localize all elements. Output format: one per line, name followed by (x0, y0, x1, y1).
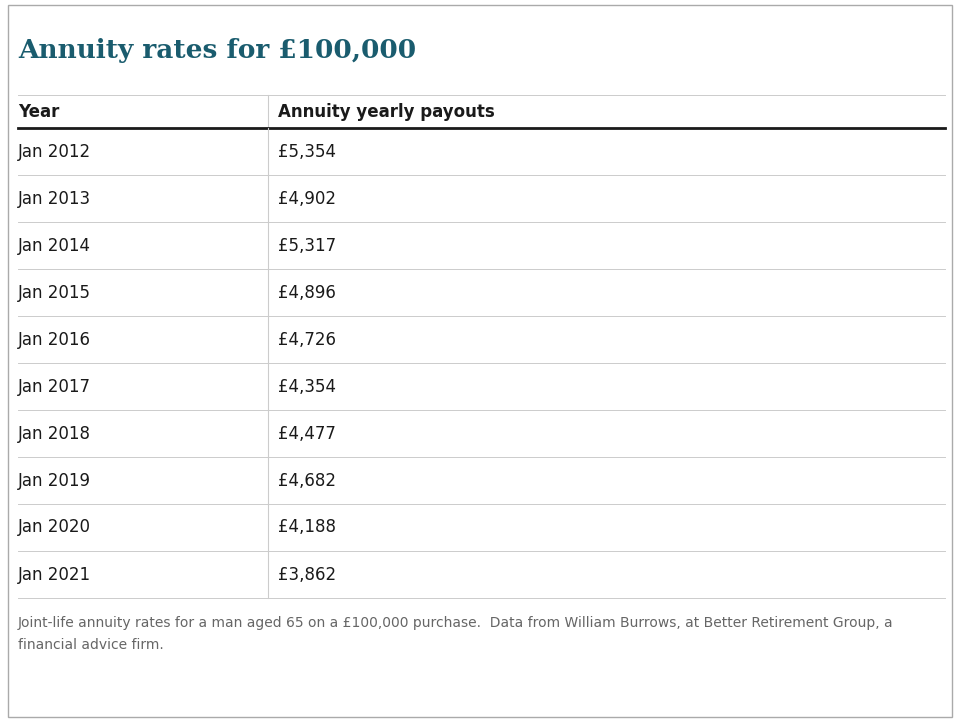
Text: Jan 2015: Jan 2015 (18, 283, 91, 302)
Text: Jan 2021: Jan 2021 (18, 566, 91, 584)
Text: Jan 2013: Jan 2013 (18, 189, 91, 207)
Text: Jan 2014: Jan 2014 (18, 236, 91, 254)
Text: Year: Year (18, 102, 60, 120)
Text: Jan 2016: Jan 2016 (18, 331, 91, 349)
Text: £4,896: £4,896 (278, 283, 336, 302)
Text: Annuity yearly payouts: Annuity yearly payouts (278, 102, 494, 120)
Text: £3,862: £3,862 (278, 566, 336, 584)
Text: Joint-life annuity rates for a man aged 65 on a £100,000 purchase.  Data from Wi: Joint-life annuity rates for a man aged … (18, 616, 894, 630)
Text: Jan 2019: Jan 2019 (18, 471, 91, 489)
Text: Jan 2012: Jan 2012 (18, 143, 91, 160)
Text: £4,726: £4,726 (278, 331, 336, 349)
Text: Jan 2017: Jan 2017 (18, 378, 91, 396)
Text: financial advice firm.: financial advice firm. (18, 638, 164, 652)
Text: £4,682: £4,682 (278, 471, 336, 489)
Text: £4,354: £4,354 (278, 378, 336, 396)
Text: £4,477: £4,477 (278, 425, 336, 442)
Text: Jan 2018: Jan 2018 (18, 425, 91, 442)
Text: Annuity rates for £100,000: Annuity rates for £100,000 (18, 38, 416, 63)
Text: £5,354: £5,354 (278, 143, 336, 160)
Text: £5,317: £5,317 (278, 236, 336, 254)
Text: £4,188: £4,188 (278, 518, 336, 536)
Text: £4,902: £4,902 (278, 189, 336, 207)
Text: Jan 2020: Jan 2020 (18, 518, 91, 536)
